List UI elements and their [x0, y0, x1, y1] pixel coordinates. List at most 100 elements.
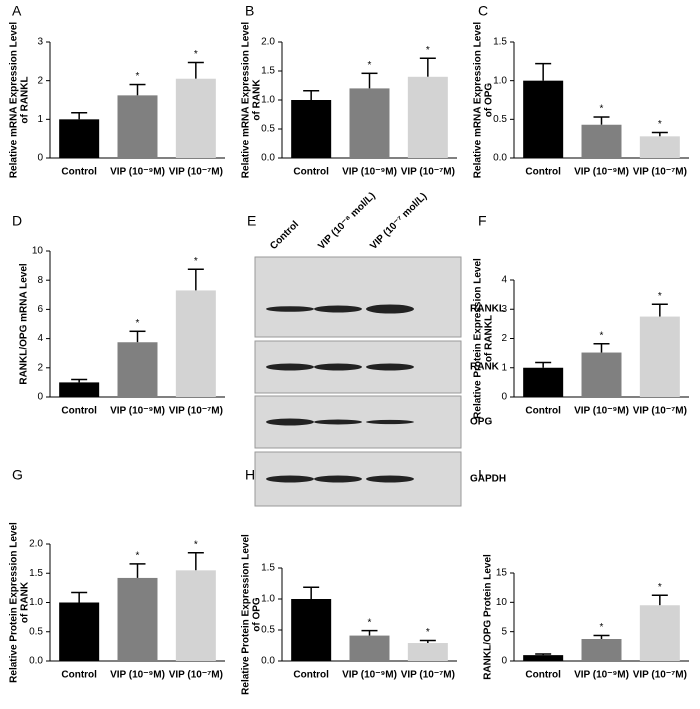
- y-axis-label: Relative mRNA Expression Level: [473, 22, 484, 179]
- significance-label: *: [136, 71, 140, 82]
- bar: [59, 382, 100, 397]
- band-label: RANK: [470, 362, 500, 373]
- y-tick-label: 4: [37, 333, 43, 344]
- bar: [349, 88, 390, 158]
- y-tick-label: 5: [501, 626, 507, 637]
- blot-band: [314, 305, 362, 313]
- y-tick-label: 1: [501, 362, 507, 373]
- x-tick-label: VIP (10⁻⁷M): [169, 167, 223, 178]
- significance-label: *: [194, 49, 198, 60]
- y-axis-label: of RANKL: [484, 315, 495, 362]
- blot-band: [366, 363, 414, 371]
- blot-band: [366, 304, 414, 314]
- significance-label: *: [136, 318, 140, 329]
- bar: [639, 316, 680, 397]
- lane-label: Control: [268, 219, 301, 252]
- bar: [117, 342, 158, 397]
- y-tick-label: 0: [501, 656, 507, 667]
- panel-letter: I: [478, 467, 482, 483]
- bar: [59, 602, 100, 661]
- x-tick-label: VIP (10⁻⁷M): [633, 167, 687, 178]
- panel-letter: G: [12, 467, 23, 483]
- y-tick-label: 8: [37, 275, 43, 286]
- bar: [581, 352, 622, 397]
- y-tick-label: 1.5: [261, 66, 275, 77]
- bar: [523, 655, 564, 661]
- y-tick-label: 0: [37, 392, 43, 403]
- y-tick-label: 0.0: [261, 656, 275, 667]
- bar: [175, 570, 216, 661]
- y-tick-label: 1.0: [261, 594, 275, 605]
- y-axis-label: Relative mRNA Expression Level: [9, 22, 20, 179]
- panel-letter: H: [245, 467, 255, 483]
- y-axis-label: Relative Protein Expression Level: [9, 522, 20, 683]
- blot-band: [266, 306, 314, 312]
- y-tick-label: 6: [37, 304, 43, 315]
- panel-letter: F: [478, 213, 487, 229]
- x-tick-label: VIP (10⁻⁹M): [342, 670, 397, 681]
- panel-letter: D: [12, 213, 22, 229]
- x-tick-label: VIP (10⁻⁷M): [633, 670, 687, 681]
- x-tick-label: VIP (10⁻⁷M): [633, 406, 687, 417]
- bar: [639, 136, 680, 158]
- x-tick-label: Control: [61, 670, 97, 681]
- y-tick-label: 2: [37, 362, 43, 373]
- x-tick-label: Control: [61, 406, 97, 417]
- x-tick-label: VIP (10⁻⁹M): [342, 167, 397, 178]
- bar: [117, 95, 158, 158]
- bar: [117, 577, 158, 661]
- y-tick-label: 3: [501, 304, 507, 315]
- blot-band: [266, 475, 314, 483]
- x-tick-label: Control: [525, 406, 561, 417]
- y-tick-label: 1.0: [261, 95, 275, 106]
- y-tick-label: 2.0: [261, 37, 275, 48]
- panel-letter: A: [12, 3, 22, 19]
- y-tick-label: 1.0: [493, 75, 507, 86]
- y-tick-label: 15: [496, 568, 508, 579]
- significance-label: *: [600, 330, 604, 341]
- bar: [291, 100, 332, 158]
- x-tick-label: Control: [61, 167, 97, 178]
- significance-label: *: [658, 582, 662, 593]
- blot-band: [266, 363, 314, 371]
- y-axis-label: of RANK: [252, 79, 263, 121]
- y-tick-label: 4: [501, 275, 507, 286]
- blot-strip: [254, 256, 462, 338]
- y-tick-label: 0: [37, 153, 43, 164]
- band-label: GAPDH: [470, 474, 506, 485]
- y-tick-label: 0.5: [261, 625, 275, 636]
- panel-letter: B: [245, 3, 254, 19]
- significance-label: *: [658, 291, 662, 302]
- x-tick-label: VIP (10⁻⁷M): [401, 167, 455, 178]
- bar: [175, 290, 216, 397]
- y-tick-label: 10: [496, 597, 508, 608]
- significance-label: *: [194, 256, 198, 267]
- bar: [523, 80, 564, 158]
- y-tick-label: 1.5: [29, 568, 43, 579]
- y-axis-label: RANKL/OPG Protein Level: [483, 554, 494, 680]
- x-tick-label: VIP (10⁻⁹M): [110, 670, 165, 681]
- significance-label: *: [600, 104, 604, 115]
- x-tick-label: VIP (10⁻⁷M): [169, 670, 223, 681]
- x-tick-label: VIP (10⁻⁹M): [574, 670, 629, 681]
- bar: [581, 639, 622, 661]
- significance-label: *: [658, 119, 662, 130]
- x-tick-label: VIP (10⁻⁹M): [574, 167, 629, 178]
- bar: [291, 599, 332, 661]
- y-tick-label: 1: [37, 114, 43, 125]
- x-tick-label: VIP (10⁻⁹M): [110, 167, 165, 178]
- blot-band: [314, 419, 362, 425]
- significance-label: *: [136, 551, 140, 562]
- significance-label: *: [368, 617, 372, 628]
- blot-band: [366, 475, 414, 483]
- significance-label: *: [368, 60, 372, 71]
- y-tick-label: 0: [501, 392, 507, 403]
- y-tick-label: 2.0: [29, 539, 43, 550]
- y-axis-label: Relative mRNA Expression Level: [241, 22, 252, 179]
- band-label: RANKL: [470, 304, 505, 315]
- y-tick-label: 1.5: [261, 563, 275, 574]
- y-axis-label: of RANKL: [20, 76, 31, 123]
- bar: [407, 643, 448, 661]
- x-tick-label: Control: [525, 670, 561, 681]
